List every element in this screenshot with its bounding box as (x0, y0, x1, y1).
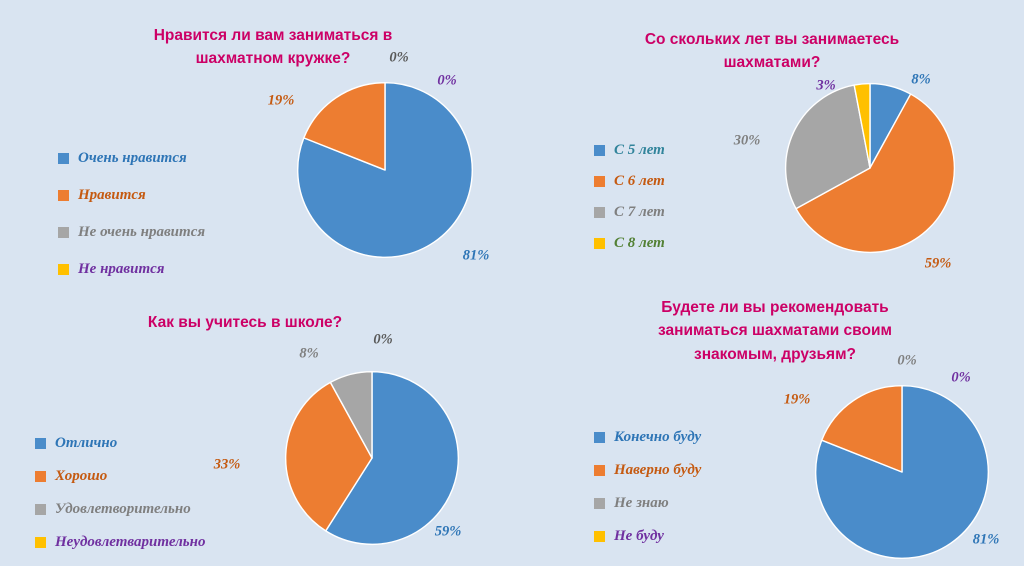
data-label: 8% (911, 71, 931, 88)
data-label: 0% (437, 72, 457, 89)
pie-chart-3 (284, 370, 460, 545)
legend-swatch (594, 144, 605, 156)
chart-4-title: Будете ли вы рекомендовать заниматься ша… (658, 299, 892, 363)
legend-item: С 7 лет (594, 202, 665, 222)
slide-bottom-margin (0, 566, 1024, 574)
pie-slice (821, 384, 903, 473)
data-label: 33% (213, 456, 241, 473)
data-label: 30% (733, 132, 761, 149)
legend-item: С 5 лет (594, 140, 665, 160)
data-label: 59% (924, 255, 952, 272)
data-label: 8% (299, 345, 319, 362)
chart-3-title: Как вы учитесь в школе? (147, 314, 343, 331)
legend-item: Не буду (594, 526, 701, 546)
legend-label: Наверно буду (614, 461, 702, 478)
legend-label: Хорошо (55, 467, 108, 484)
legend-swatch (594, 464, 605, 476)
legend-label: Удовлетворительно (55, 500, 191, 517)
legend-item: Наверно буду (594, 460, 701, 480)
chart-3-legend: Отлично Хорошо Удовлетворительно Неудовл… (35, 433, 205, 552)
legend-item: Не нравится (58, 259, 205, 279)
chart-1-legend: Очень нравится Нравится Не очень нравитс… (58, 148, 205, 279)
pie-chart-2 (784, 82, 956, 254)
legend-swatch (594, 497, 605, 509)
legend-item: С 6 лет (594, 171, 665, 191)
pie-chart-4 (814, 384, 989, 560)
data-label: 0% (389, 49, 409, 66)
legend-swatch (58, 152, 69, 164)
legend-item: Нравится (58, 185, 205, 205)
data-label: 81% (972, 531, 1000, 548)
legend-swatch (594, 206, 605, 218)
pie-slice (853, 82, 871, 169)
pie-slice (303, 81, 386, 171)
pie-slice (329, 370, 373, 459)
chart-2-legend: С 5 лет С 6 лет С 7 лет С 8 лет (594, 140, 665, 253)
legend-item: Не знаю (594, 493, 701, 513)
legend-item: Конечно буду (594, 427, 701, 447)
data-label: 19% (783, 391, 811, 408)
legend-label: Очень нравится (78, 149, 187, 166)
data-label: 19% (267, 92, 295, 109)
legend-label: С 5 лет (614, 141, 665, 158)
data-label: 0% (951, 369, 971, 386)
legend-label: Не знаю (614, 494, 669, 511)
legend-label: Отлично (55, 434, 118, 451)
legend-label: Не нравится (78, 260, 165, 277)
legend-swatch (58, 189, 69, 201)
legend-item: Не очень нравится (58, 222, 205, 242)
legend-swatch (35, 437, 46, 449)
legend-swatch (35, 470, 46, 482)
legend-label: Конечно буду (614, 428, 702, 445)
chart-1-title: Нравится ли вам заниматься в шахматном к… (153, 27, 393, 68)
data-label: 0% (897, 352, 917, 369)
legend-label: С 6 лет (614, 172, 665, 189)
legend-item: Хорошо (35, 466, 205, 486)
legend-item: С 8 лет (594, 233, 665, 253)
legend-swatch (594, 175, 605, 187)
legend-label: Не буду (614, 527, 664, 544)
data-label: 0% (373, 331, 393, 348)
chart-4-legend: Конечно буду Наверно буду Не знаю Не буд… (594, 427, 701, 546)
legend-swatch (594, 237, 605, 249)
pie-slice (795, 93, 956, 254)
data-label: 59% (434, 523, 462, 540)
legend-item: Неудовлетварительно (35, 532, 205, 552)
pie-slice (784, 84, 871, 210)
legend-item: Очень нравится (58, 148, 205, 168)
legend-label: Нравится (78, 186, 146, 203)
legend-label: С 7 лет (614, 203, 665, 220)
legend-swatch (35, 503, 46, 515)
pie-chart-1 (297, 81, 474, 259)
legend-swatch (594, 431, 605, 443)
legend-label: Неудовлетварительно (55, 533, 206, 550)
legend-label: Не очень нравится (78, 223, 206, 240)
legend-label: С 8 лет (614, 234, 665, 251)
chart-2-title: Со скольких лет вы занимаетесь шахматами… (644, 31, 900, 72)
data-label: 81% (462, 247, 490, 264)
legend-swatch (35, 536, 46, 548)
legend-swatch (594, 530, 605, 542)
legend-swatch (58, 263, 69, 275)
legend-swatch (58, 226, 69, 238)
legend-item: Удовлетворительно (35, 499, 205, 519)
legend-item: Отлично (35, 433, 205, 453)
data-label: 3% (816, 77, 836, 94)
pie-slice (325, 370, 460, 545)
